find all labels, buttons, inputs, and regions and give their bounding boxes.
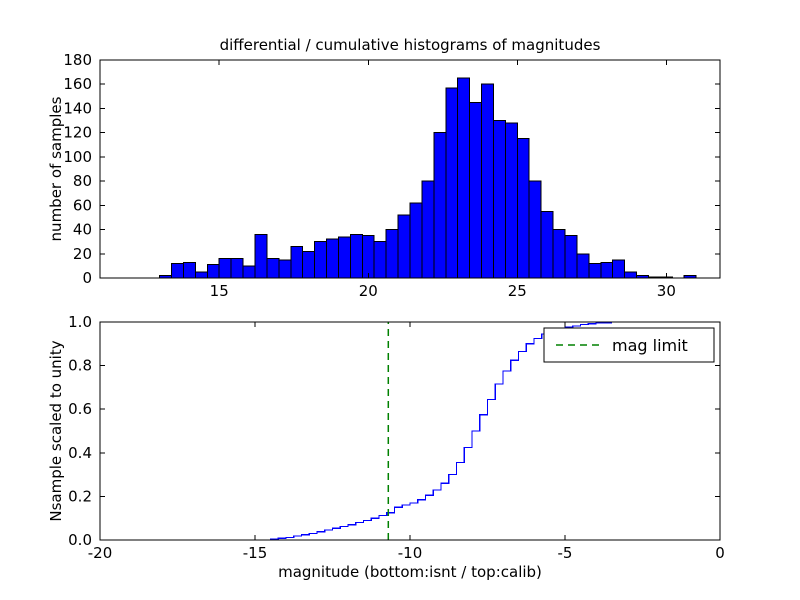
histogram-bar	[457, 77, 471, 279]
x-tick-label: 30	[657, 282, 676, 300]
histogram-bar	[326, 238, 339, 279]
histogram-bar	[433, 132, 447, 279]
chart-title: differential / cumulative histograms of …	[219, 36, 601, 54]
histogram-bar	[302, 250, 316, 279]
y-tick-label: 40	[73, 221, 92, 239]
y-tick-label: 0.6	[68, 400, 92, 418]
y-tick-label: 1.0	[68, 313, 92, 331]
histogram-bar	[612, 259, 626, 279]
bottom-ylabel: Nsample scaled to unity	[47, 340, 65, 522]
histogram-bar	[445, 87, 459, 279]
histogram-bar	[171, 262, 184, 279]
histogram-bar	[230, 258, 244, 279]
y-tick-label: 0	[82, 269, 92, 287]
y-tick-label: 80	[73, 172, 92, 190]
histogram-bar	[504, 122, 518, 279]
histogram-bar	[552, 229, 566, 279]
x-tick-label: -10	[398, 544, 423, 562]
histogram-bar	[492, 120, 506, 279]
histogram-bar	[373, 241, 387, 279]
histogram-bar	[349, 233, 363, 279]
histogram-bar	[397, 214, 411, 279]
histogram-bar	[540, 210, 554, 279]
histogram-bar	[481, 83, 494, 279]
histogram-bar	[588, 262, 602, 279]
x-tick-label: 0	[715, 544, 725, 562]
histogram-bar	[516, 138, 530, 279]
y-tick-label: 60	[73, 196, 92, 214]
histogram-bar	[290, 246, 304, 279]
y-tick-label: 120	[63, 124, 92, 142]
histogram-bar	[385, 229, 399, 279]
histogram-bar	[469, 101, 483, 279]
legend-label: mag limit	[612, 336, 688, 355]
y-tick-label: 160	[63, 75, 92, 93]
histogram-bar	[421, 180, 435, 279]
x-tick-label: -15	[243, 544, 268, 562]
x-tick-label: -20	[88, 544, 113, 562]
y-tick-label: 0.8	[68, 357, 92, 375]
y-tick-label: 100	[63, 148, 92, 166]
bottom-xlabel: magnitude (bottom:isnt / top:calib)	[278, 563, 542, 581]
y-tick-label: 0.0	[68, 531, 92, 549]
y-tick-label: 180	[63, 51, 92, 69]
top-ylabel: number of samples	[47, 96, 65, 242]
histogram-bar	[266, 258, 280, 279]
histogram-bar	[218, 258, 232, 279]
histogram-bar	[409, 202, 423, 279]
histogram-bar	[600, 261, 614, 279]
x-tick-label: 15	[210, 282, 229, 300]
histogram-bar	[337, 236, 351, 279]
histogram-bar	[564, 235, 578, 279]
axes-frame	[99, 59, 721, 279]
histogram-bar	[206, 264, 220, 279]
histogram-bar	[576, 253, 590, 279]
histogram-bar	[182, 261, 196, 279]
histogram-bar	[528, 180, 542, 279]
x-tick-label: 25	[508, 282, 527, 300]
histogram-bar	[278, 259, 292, 279]
histogram-bar	[361, 235, 375, 279]
histogram-bar	[624, 271, 638, 279]
y-tick-label: 20	[73, 245, 92, 263]
y-tick-label: 0.2	[68, 487, 92, 505]
x-tick-label: -5	[558, 544, 573, 562]
y-tick-label: 140	[63, 99, 92, 117]
x-tick-label: 20	[359, 282, 378, 300]
axes-frame	[99, 321, 721, 541]
histogram-bar	[254, 233, 268, 279]
y-tick-label: 0.4	[68, 444, 92, 462]
histogram-bar	[242, 265, 256, 279]
histogram-bar	[194, 271, 208, 279]
histogram-bar	[314, 241, 328, 279]
